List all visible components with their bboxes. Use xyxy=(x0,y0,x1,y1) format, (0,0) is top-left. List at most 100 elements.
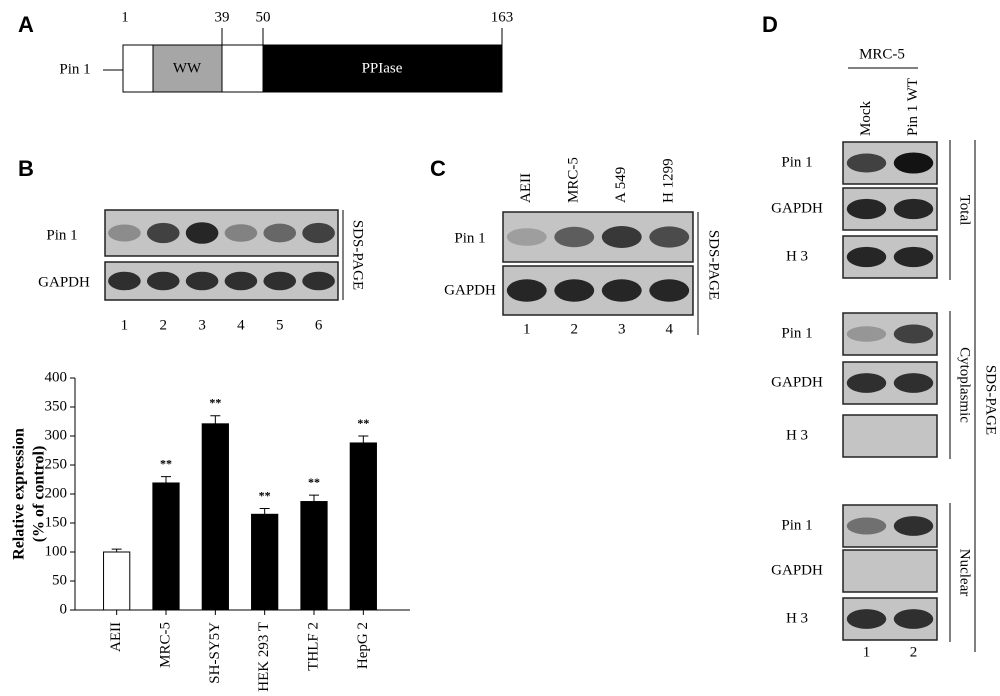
band xyxy=(846,373,887,393)
domain-label: WW xyxy=(173,60,202,76)
band xyxy=(554,279,595,302)
y-tick-label: 150 xyxy=(45,514,68,530)
band xyxy=(263,271,297,291)
band xyxy=(601,279,642,302)
lane-number: 3 xyxy=(198,317,206,333)
error-bar xyxy=(161,476,171,483)
blot xyxy=(842,549,938,593)
sample-label: Mock xyxy=(858,101,874,136)
band xyxy=(846,246,887,268)
row-label: GAPDH xyxy=(771,374,823,390)
significance: ** xyxy=(209,395,221,409)
position-label: 1 xyxy=(121,9,129,25)
lane-number: 6 xyxy=(315,317,323,333)
domain-label: PPIase xyxy=(362,60,403,76)
bar xyxy=(300,501,328,611)
panel-label: A xyxy=(18,12,34,37)
y-tick-label: 200 xyxy=(45,485,68,501)
blot xyxy=(842,414,938,458)
band xyxy=(649,279,690,302)
band xyxy=(554,226,595,248)
sample-label: MRC-5 xyxy=(566,157,582,203)
band xyxy=(893,324,934,344)
bar xyxy=(152,482,180,611)
blot xyxy=(104,209,339,257)
lane-number: 5 xyxy=(276,317,284,333)
row-label: GAPDH xyxy=(771,200,823,216)
band xyxy=(893,516,934,536)
row-label: Pin 1 xyxy=(454,230,485,246)
position-label: 163 xyxy=(491,9,514,25)
significance: ** xyxy=(259,488,271,502)
band xyxy=(146,271,180,291)
lane-number: 1 xyxy=(121,317,129,333)
lane-number: 2 xyxy=(910,644,918,660)
band xyxy=(893,246,934,268)
panel-label: B xyxy=(18,156,34,181)
bar xyxy=(251,513,279,611)
fraction-label: Cytoplasmic xyxy=(957,347,973,423)
row-label: Pin 1 xyxy=(46,227,77,243)
x-tick-label: HepG 2 xyxy=(355,622,371,669)
band xyxy=(146,222,180,244)
lane-number: 4 xyxy=(666,321,674,337)
band xyxy=(185,222,219,244)
bar xyxy=(349,442,377,611)
x-tick-label: SH-SY5Y xyxy=(207,622,223,684)
sample-label: Pin 1 WT xyxy=(905,78,921,136)
lane-number: 1 xyxy=(523,321,531,337)
band xyxy=(846,517,887,535)
method-label: SDS-PAGE xyxy=(350,220,366,290)
ppiase-domain xyxy=(262,44,503,93)
y-tick-label: 300 xyxy=(45,427,68,443)
band xyxy=(893,609,934,629)
sample-label: A 549 xyxy=(613,167,629,203)
row-label: GAPDH xyxy=(771,562,823,578)
band xyxy=(108,224,141,242)
sample-label: H 1299 xyxy=(661,158,677,203)
x-tick-label: HEK 293 T xyxy=(256,622,272,692)
protein-label: Pin 1 xyxy=(59,61,90,77)
row-label: GAPDH xyxy=(38,274,90,290)
position-label: 50 xyxy=(256,9,271,25)
band xyxy=(846,609,887,629)
position-label: 39 xyxy=(215,9,230,25)
band xyxy=(893,373,934,393)
panel-label: C xyxy=(430,156,446,181)
x-tick-label: THLF 2 xyxy=(305,622,321,671)
band xyxy=(601,226,642,248)
y-tick-label: 400 xyxy=(45,369,68,385)
y-tick-label: 50 xyxy=(52,572,67,588)
band xyxy=(893,152,934,174)
y-tick-label: 100 xyxy=(45,543,68,559)
significance: ** xyxy=(308,475,320,489)
error-bar xyxy=(210,415,221,424)
cell-line: MRC-5 xyxy=(859,46,905,62)
significance: ** xyxy=(160,456,172,470)
bar xyxy=(201,423,229,611)
row-label: H 3 xyxy=(786,248,808,264)
x-tick-label: AEII xyxy=(108,622,124,652)
method-label: SDS-PAGE xyxy=(706,230,722,300)
row-label: Pin 1 xyxy=(781,154,812,170)
y-tick-label: 350 xyxy=(45,398,68,414)
fraction-label: Nuclear xyxy=(957,549,973,596)
panel-label: D xyxy=(762,12,778,37)
error-bar xyxy=(259,508,270,515)
method-label: SDS-PAGE xyxy=(983,365,999,435)
row-label: Pin 1 xyxy=(781,325,812,341)
band xyxy=(506,279,547,302)
blot xyxy=(502,211,694,263)
band xyxy=(302,271,335,291)
band xyxy=(185,271,219,291)
error-bar xyxy=(111,548,122,552)
y-tick-label: 0 xyxy=(60,601,68,617)
significance: ** xyxy=(357,416,369,430)
row-label: Pin 1 xyxy=(781,517,812,533)
band xyxy=(846,326,887,342)
row-label: H 3 xyxy=(786,427,808,443)
band xyxy=(506,228,547,246)
sample-label: AEII xyxy=(518,173,534,203)
band xyxy=(302,222,335,244)
error-bar xyxy=(309,494,319,502)
